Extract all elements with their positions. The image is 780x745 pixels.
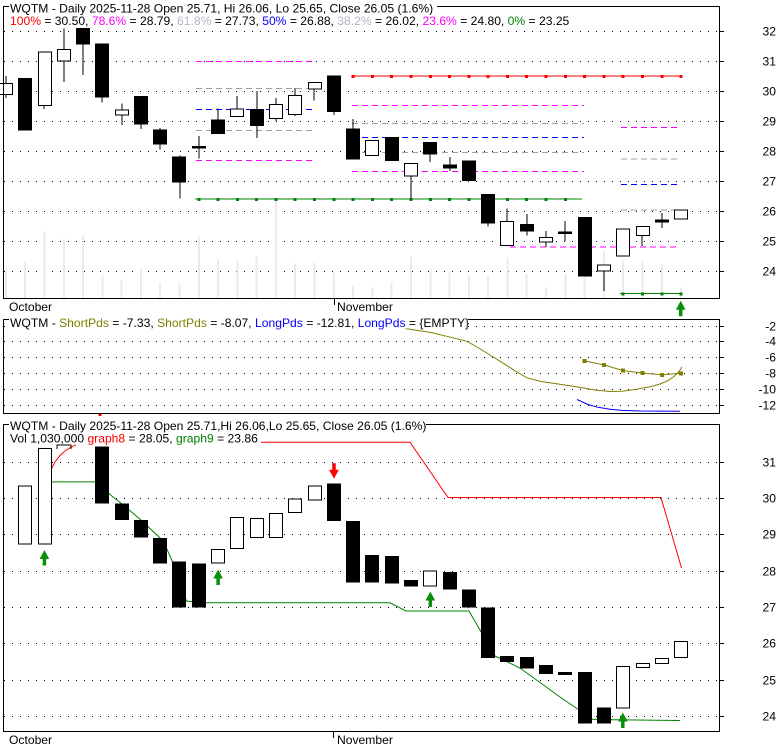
svg-text:October: October [9, 733, 52, 745]
svg-text:-12: -12 [758, 399, 776, 413]
svg-text:32: 32 [763, 25, 777, 39]
svg-text:October: October [9, 300, 52, 314]
svg-text:Vol 1,030,000 graph8 = 28.05,: Vol 1,030,000 graph8 = 28.05, graph9 = 2… [10, 432, 258, 446]
svg-text:WQTM - ShortPds = -7.33, Short: WQTM - ShortPds = -7.33, ShortPds = -8.0… [10, 316, 469, 330]
svg-text:-10: -10 [758, 383, 776, 397]
svg-text:WQTM - Daily 2025-11-28 Open 2: WQTM - Daily 2025-11-28 Open 25.71,Hi 26… [10, 419, 426, 433]
svg-text:-2: -2 [765, 320, 776, 334]
svg-text:30: 30 [763, 492, 777, 506]
svg-text:29: 29 [763, 115, 777, 129]
svg-text:29: 29 [763, 528, 777, 542]
svg-text:-8: -8 [765, 367, 776, 381]
svg-text:25: 25 [763, 674, 777, 688]
svg-text:28: 28 [763, 565, 777, 579]
svg-text:30: 30 [763, 85, 777, 99]
svg-text:27: 27 [763, 175, 777, 189]
svg-text:-4: -4 [765, 335, 776, 349]
svg-text:31: 31 [763, 456, 777, 470]
svg-text:24: 24 [763, 710, 777, 724]
svg-text:26: 26 [763, 205, 777, 219]
svg-text:25: 25 [763, 235, 777, 249]
svg-text:100% = 30.50, 78.6% = 28.79, 6: 100% = 30.50, 78.6% = 28.79, 61.8% = 27.… [10, 14, 570, 28]
svg-text:26: 26 [763, 637, 777, 651]
svg-text:-6: -6 [765, 351, 776, 365]
svg-text:November: November [337, 300, 393, 314]
svg-text:31: 31 [763, 55, 777, 69]
svg-text:27: 27 [763, 601, 777, 615]
svg-text:28: 28 [763, 145, 777, 159]
svg-text:24: 24 [763, 265, 777, 279]
svg-text:November: November [337, 733, 393, 745]
svg-text:WQTM - Daily 2025-11-28 Open 2: WQTM - Daily 2025-11-28 Open 25.71, Hi 2… [10, 2, 433, 16]
